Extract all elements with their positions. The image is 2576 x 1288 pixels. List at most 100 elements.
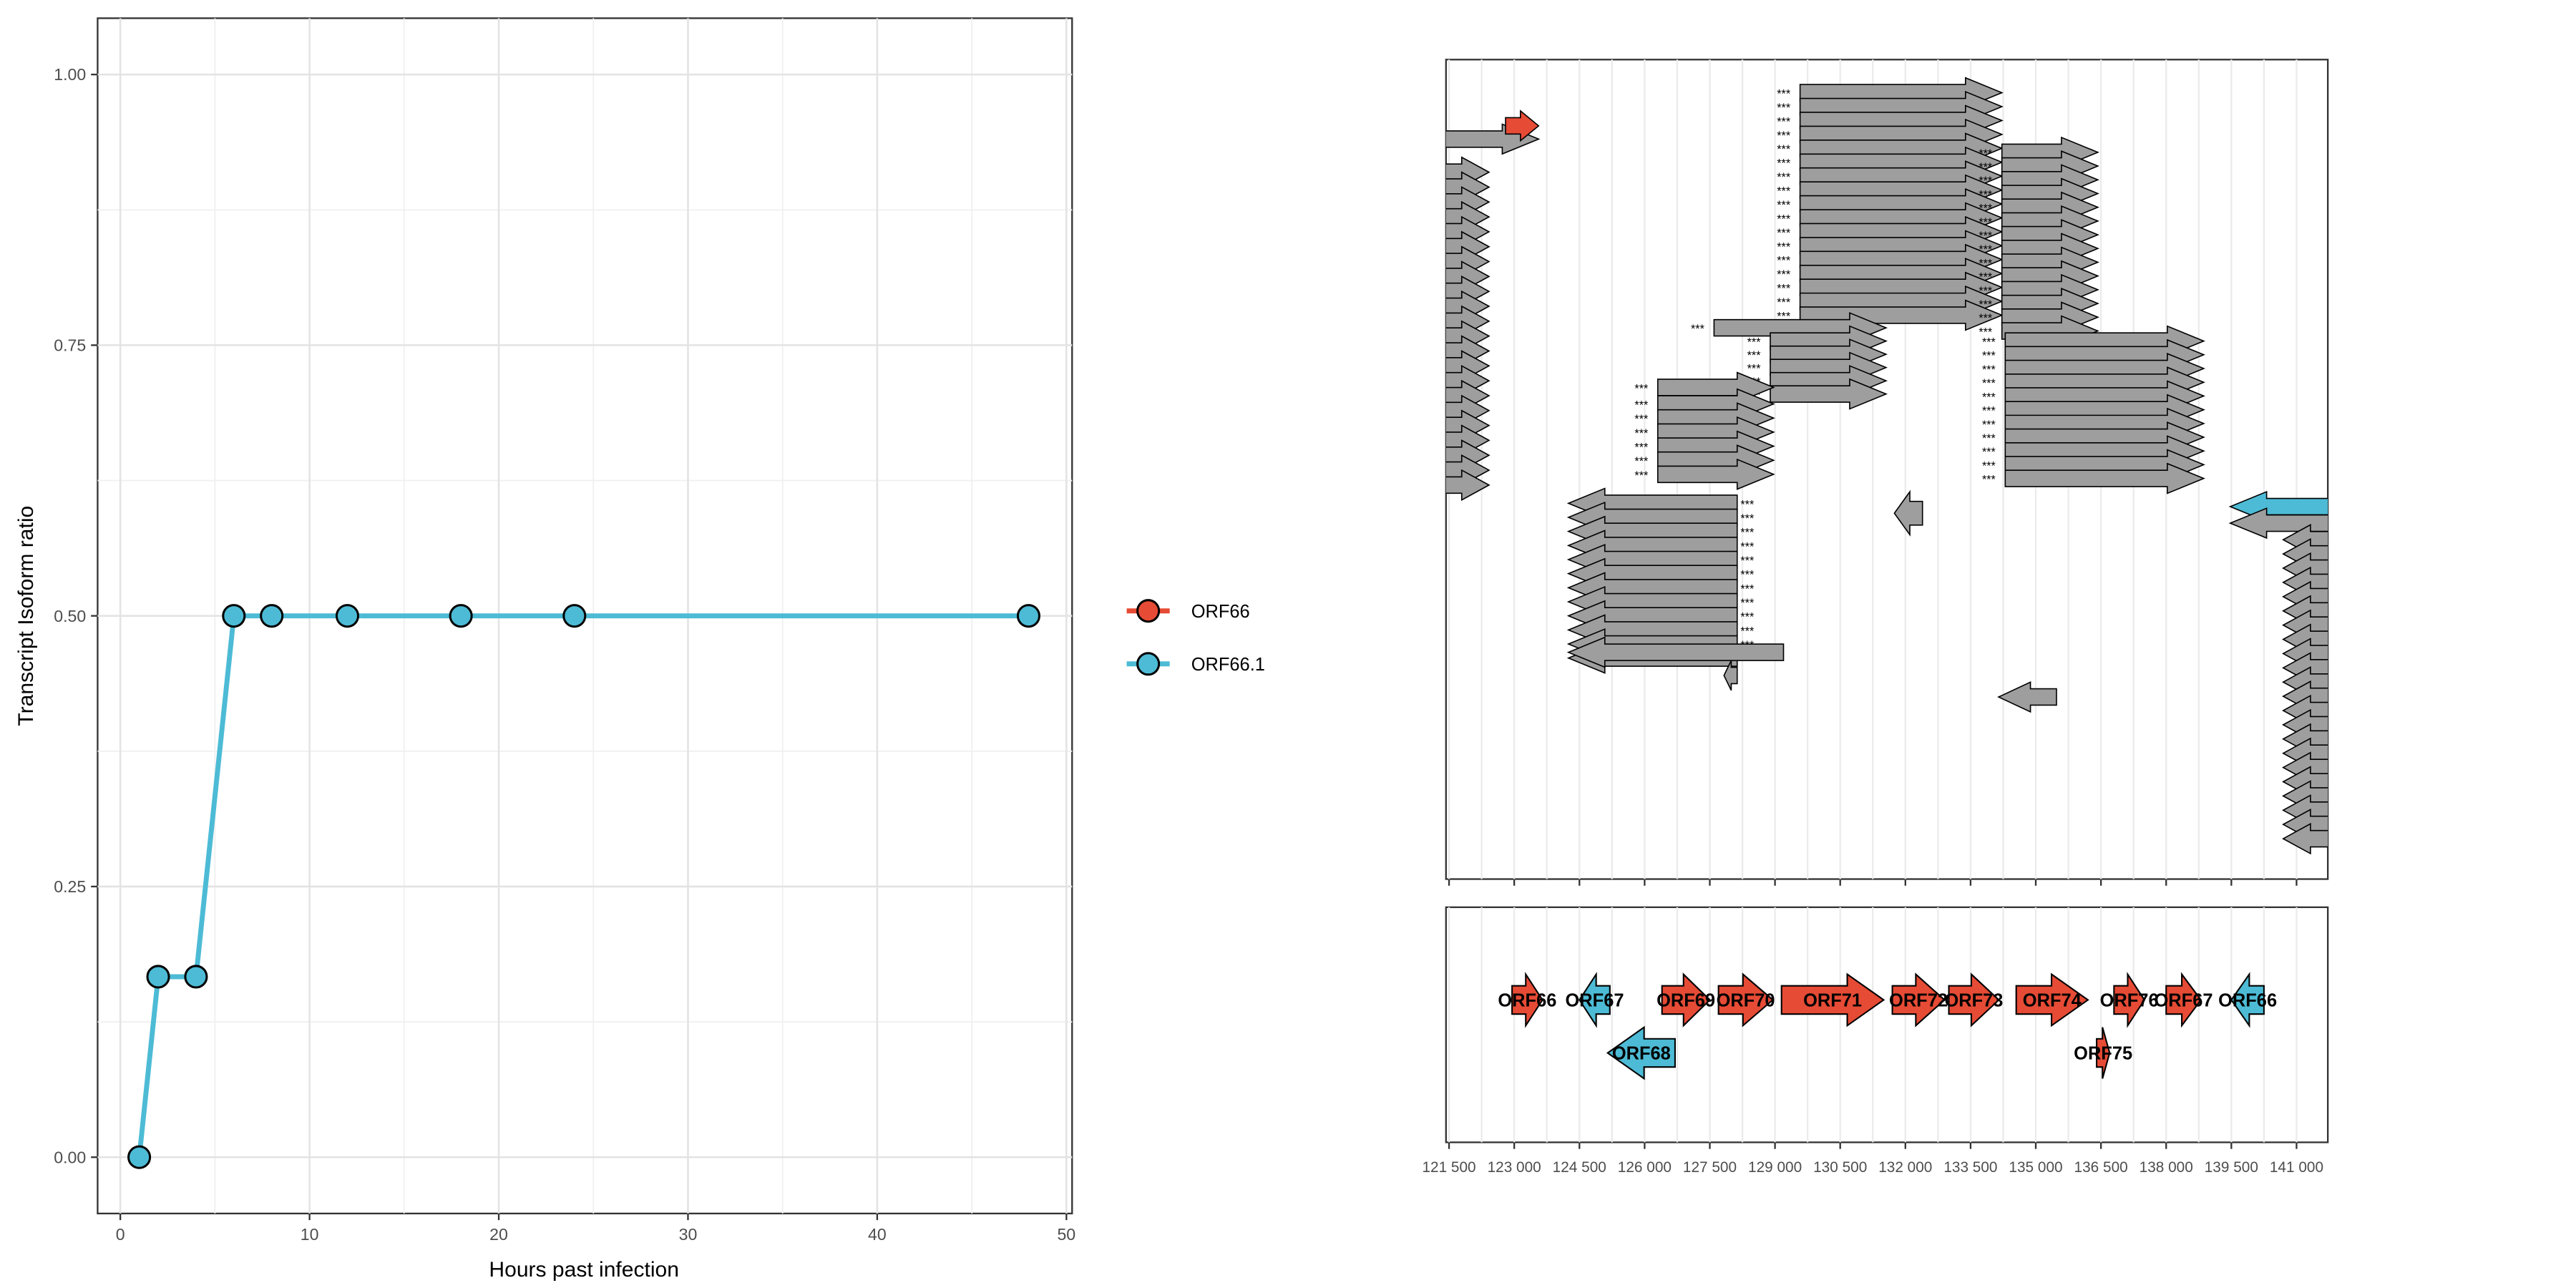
read-significance: *** — [2336, 734, 2351, 747]
read-significance: *** — [1416, 182, 1430, 195]
read-significance: *** — [1416, 406, 1430, 419]
read-arrow — [1657, 458, 1775, 490]
data-point — [1016, 604, 1040, 628]
read-significance: *** — [1982, 432, 1996, 445]
read-significance: *** — [2336, 791, 2351, 804]
gene-label: ORF70 — [1717, 991, 1775, 1011]
read-significance: *** — [1777, 157, 1791, 170]
read-significance: *** — [1777, 227, 1791, 240]
read-arrow — [1566, 636, 1785, 668]
read-significance: *** — [1634, 455, 1649, 468]
gene-x-tick-label: 139 500 — [2205, 1159, 2258, 1176]
read-significance: *** — [1416, 212, 1430, 225]
legend-key-point — [1136, 599, 1161, 623]
gene-x-tick-label: 121 500 — [1422, 1159, 1475, 1176]
read-significance: *** — [1979, 147, 1993, 160]
read-significance: *** — [1747, 349, 1762, 362]
gene-panel-frame — [1445, 906, 2329, 1143]
read-significance: *** — [1777, 268, 1791, 281]
gene-x-tick-label: 135 000 — [2009, 1159, 2062, 1176]
read-significance: *** — [1982, 391, 1996, 404]
gene-label: ORF74 — [2023, 991, 2082, 1011]
read-arrow — [1893, 489, 1923, 537]
gene-label: ORF66 — [2218, 991, 2277, 1011]
read-significance: *** — [1777, 102, 1791, 114]
read-significance: *** — [2336, 634, 2351, 647]
read-significance: *** — [1982, 474, 1996, 487]
read-significance: *** — [1691, 323, 1705, 336]
line-x-ticks: 0 10 20 30 40 50 — [116, 1213, 1075, 1244]
gene-grid — [1448, 907, 2298, 1143]
read-significance: *** — [1634, 469, 1649, 482]
read-significance: *** — [1982, 419, 1996, 431]
data-point — [184, 965, 208, 989]
gene-label: ORF68 — [1612, 1044, 1671, 1064]
read-significance: *** — [1416, 242, 1430, 255]
gene-label: ORF66 — [1498, 991, 1556, 1011]
read-significance: *** — [1777, 255, 1791, 268]
read-significance: *** — [2336, 776, 2351, 789]
read-significance: *** — [2336, 720, 2351, 733]
read-significance: *** — [1979, 298, 1993, 311]
read-significance: *** — [1777, 240, 1791, 253]
read-significance: *** — [2336, 763, 2351, 776]
read-significance: *** — [1777, 171, 1791, 184]
read-significance: *** — [2336, 663, 2351, 675]
read-arrow — [1723, 660, 1738, 691]
read-significance: *** — [1979, 243, 1993, 256]
read-significance: *** — [1416, 450, 1430, 463]
legend-label: ORF66.1 — [1191, 655, 1265, 675]
data-point — [127, 1145, 152, 1169]
read-significance: *** — [1416, 465, 1430, 478]
gene-label: ORF67 — [1566, 991, 1624, 1011]
read-significance: *** — [1740, 527, 1755, 540]
gene-label: ORF75 — [2074, 1044, 2132, 1064]
read-significance: *** — [1777, 143, 1791, 156]
y-tick-label: 0.00 — [54, 1148, 86, 1166]
gene-arrow — [1891, 972, 1946, 1028]
read-significance: *** — [1416, 301, 1430, 314]
read-significance: *** — [1416, 421, 1430, 434]
x-axis-title: Hours past infection — [489, 1258, 678, 1282]
x-tick-label: 20 — [489, 1225, 508, 1244]
line-panel: 0 10 20 30 40 50 0.00 0.25 0.50 0.75 1.00 Hours p… — [14, 17, 1075, 1282]
gene-x-tick-label: 127 500 — [1683, 1159, 1737, 1176]
read-significance: *** — [2336, 748, 2351, 761]
read-arrows: ****************************************… — [1416, 77, 2351, 855]
read-significance: *** — [2336, 535, 2351, 547]
read-significance: *** — [1979, 312, 1993, 325]
read-significance: *** — [1416, 361, 1430, 374]
read-significance: *** — [1416, 435, 1430, 448]
read-significance: *** — [1634, 413, 1649, 426]
read-significance: *** — [1979, 326, 1993, 338]
gene-x-tick-label: 138 000 — [2140, 1159, 2193, 1176]
read-significance: *** — [1777, 87, 1791, 100]
read-significance: *** — [1777, 296, 1791, 309]
gene-x-tick-label: 132 000 — [1878, 1159, 1932, 1176]
gene-arrow — [2015, 972, 2089, 1028]
x-tick-label: 40 — [868, 1225, 887, 1244]
read-significance: *** — [1634, 441, 1649, 454]
read-arrow-highlight — [1505, 109, 1540, 142]
read-significance: *** — [1747, 336, 1762, 349]
read-significance: *** — [1777, 115, 1791, 128]
gene-x-tick-label: 133 500 — [1943, 1159, 1997, 1176]
gene-label: ORF71 — [1803, 991, 1862, 1011]
read-significance: *** — [1416, 346, 1430, 358]
read-significance: *** — [1634, 399, 1649, 411]
read-significance: *** — [1982, 446, 1996, 459]
read-significance: *** — [1982, 405, 1996, 418]
read-significance: *** — [1416, 167, 1430, 180]
read-significance: *** — [2336, 620, 2351, 633]
read-significance: *** — [1740, 582, 1755, 595]
read-significance: *** — [1982, 364, 1996, 376]
read-significance: *** — [2336, 834, 2351, 847]
read-significance: *** — [1979, 216, 1993, 229]
legend-label: ORF66 — [1191, 602, 1250, 622]
read-significance: *** — [1777, 199, 1791, 212]
gene-arrow — [2096, 1027, 2111, 1079]
data-point — [222, 604, 246, 628]
read-significance: *** — [2336, 706, 2351, 718]
